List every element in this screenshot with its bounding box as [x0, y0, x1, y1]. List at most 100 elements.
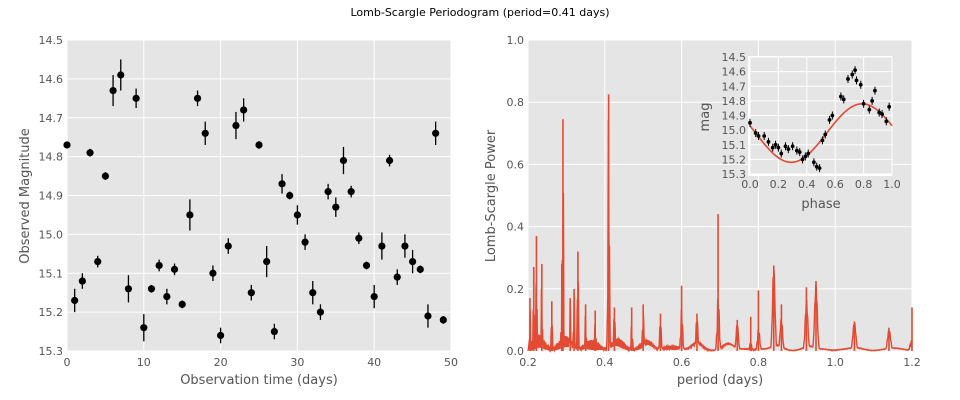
time-series-grid — [66, 39, 452, 352]
phase-point-24 — [838, 94, 843, 99]
g2-ytick-0: 14.5 — [722, 51, 747, 64]
g0-ytick-5: 15.0 — [39, 228, 64, 241]
obs-point-49 — [439, 316, 447, 324]
phase-point-2 — [756, 134, 761, 138]
g0-ytick-3: 14.8 — [39, 151, 64, 164]
phase-point-10 — [786, 147, 791, 152]
g0-ytick-2: 14.7 — [39, 112, 64, 125]
g1-xtick-5: 1.2 — [903, 356, 921, 369]
g1-ytick-4: 0.8 — [507, 96, 525, 109]
obs-point-28 — [278, 180, 286, 188]
phase-point-0 — [748, 120, 752, 125]
phase-point-19 — [817, 166, 822, 171]
phase-point-26 — [846, 77, 850, 81]
inset-ylabel: mag — [698, 103, 713, 132]
g0-xtick-5: 50 — [444, 356, 458, 369]
time-series-xlabel: Observation time (days) — [180, 373, 338, 388]
inset-points — [748, 66, 892, 173]
obs-point-8 — [124, 285, 133, 293]
g2-ytick-5: 15.0 — [722, 124, 747, 137]
obs-point-19 — [209, 269, 217, 277]
obs-point-46 — [416, 265, 424, 273]
g2-xtick-5: 1.0 — [883, 178, 901, 191]
phase-point-34 — [873, 88, 877, 93]
g0-xtick-0: 0 — [64, 356, 71, 369]
g2-xtick-0: 0.0 — [741, 178, 759, 191]
obs-point-1 — [71, 296, 79, 305]
g1-xtick-1: 0.4 — [596, 356, 614, 369]
obs-point-32 — [309, 289, 317, 297]
obs-point-27 — [270, 327, 278, 336]
periodogram-grid — [527, 39, 913, 352]
obs-point-31 — [301, 238, 309, 246]
obs-point-42 — [385, 156, 394, 165]
obs-point-0 — [63, 141, 71, 149]
obs-point-29 — [286, 191, 294, 200]
phase-point-31 — [861, 101, 866, 106]
phase-point-38 — [887, 104, 892, 109]
obs-point-38 — [355, 234, 363, 242]
g1-ytick-0: 0.0 — [507, 345, 525, 358]
figure-title: Lomb-Scargle Periodogram (period=0.41 da… — [350, 6, 609, 19]
phase-point-21 — [823, 132, 828, 137]
g1-ytick-3: 0.6 — [507, 158, 525, 171]
phase-point-32 — [867, 107, 872, 112]
time-series-tick-labels: 0 10 20 30 40 50 14.5 14.6 14.7 14.8 14.9 15.0 15.1 1… — [39, 34, 459, 369]
phase-point-14 — [800, 157, 805, 162]
g2-ytick-3: 14.8 — [722, 95, 747, 108]
phase-point-1 — [753, 131, 758, 135]
periodogram-ylabel: Lomb-Scargle Power — [484, 129, 499, 262]
obs-point-16 — [186, 211, 194, 219]
obs-point-34 — [324, 188, 332, 196]
g1-xtick-2: 0.6 — [673, 356, 691, 369]
obs-point-7 — [117, 71, 125, 79]
obs-point-37 — [347, 188, 355, 196]
obs-point-5 — [101, 172, 109, 180]
obs-point-22 — [232, 121, 240, 130]
obs-point-44 — [401, 242, 409, 250]
phase-point-33 — [870, 98, 875, 103]
obs-point-48 — [432, 129, 440, 137]
obs-point-17 — [193, 94, 202, 102]
phase-point-7 — [776, 145, 781, 150]
g0-xtick-1: 10 — [137, 356, 151, 369]
phase-point-5 — [770, 145, 775, 150]
phase-point-11 — [790, 144, 795, 149]
g2-ytick-7: 15.2 — [722, 153, 747, 166]
periodogram-line — [527, 94, 913, 354]
obs-point-41 — [378, 242, 386, 250]
g0-xtick-3: 30 — [290, 356, 304, 369]
time-series-points — [63, 59, 447, 344]
g0-ytick-1: 14.6 — [39, 73, 64, 86]
phase-point-22 — [827, 117, 832, 122]
phase-point-17 — [812, 160, 816, 165]
phase-point-27 — [850, 72, 855, 77]
phase-point-18 — [814, 164, 819, 169]
phase-point-20 — [820, 138, 825, 143]
phase-point-3 — [762, 134, 767, 138]
obs-point-45 — [409, 257, 417, 266]
g0-xtick-2: 20 — [214, 356, 228, 369]
power-line — [527, 119, 913, 354]
obs-point-39 — [362, 261, 371, 270]
g2-xtick-3: 0.6 — [826, 178, 844, 191]
obs-point-6 — [109, 86, 117, 95]
phase-point-36 — [880, 112, 884, 116]
g0-ytick-7: 15.2 — [39, 306, 64, 319]
g0-ytick-6: 15.1 — [39, 267, 64, 280]
g0-ytick-8: 15.3 — [39, 345, 64, 358]
obs-point-20 — [217, 331, 225, 340]
phase-point-12 — [794, 148, 799, 153]
g2-ytick-1: 14.6 — [722, 66, 747, 79]
g2-ytick-8: 15.3 — [722, 168, 747, 181]
periodogram-tick-labels: 0.2 0.4 0.6 0.8 1.0 1.20.00.20.40.60.81.0 — [507, 34, 921, 369]
g1-ytick-2: 0.4 — [507, 221, 525, 234]
phase-point-35 — [877, 110, 882, 115]
obs-point-13 — [163, 292, 171, 301]
time-series-panel: 0 10 20 30 40 50 14.5 14.6 14.7 14.8 14.9 15.0 15.1 1… — [18, 34, 458, 388]
obs-point-4 — [94, 257, 102, 266]
obs-point-12 — [155, 261, 163, 270]
phase-point-29 — [854, 78, 859, 83]
obs-point-14 — [170, 265, 179, 273]
g1-xtick-0: 0.2 — [519, 356, 537, 369]
